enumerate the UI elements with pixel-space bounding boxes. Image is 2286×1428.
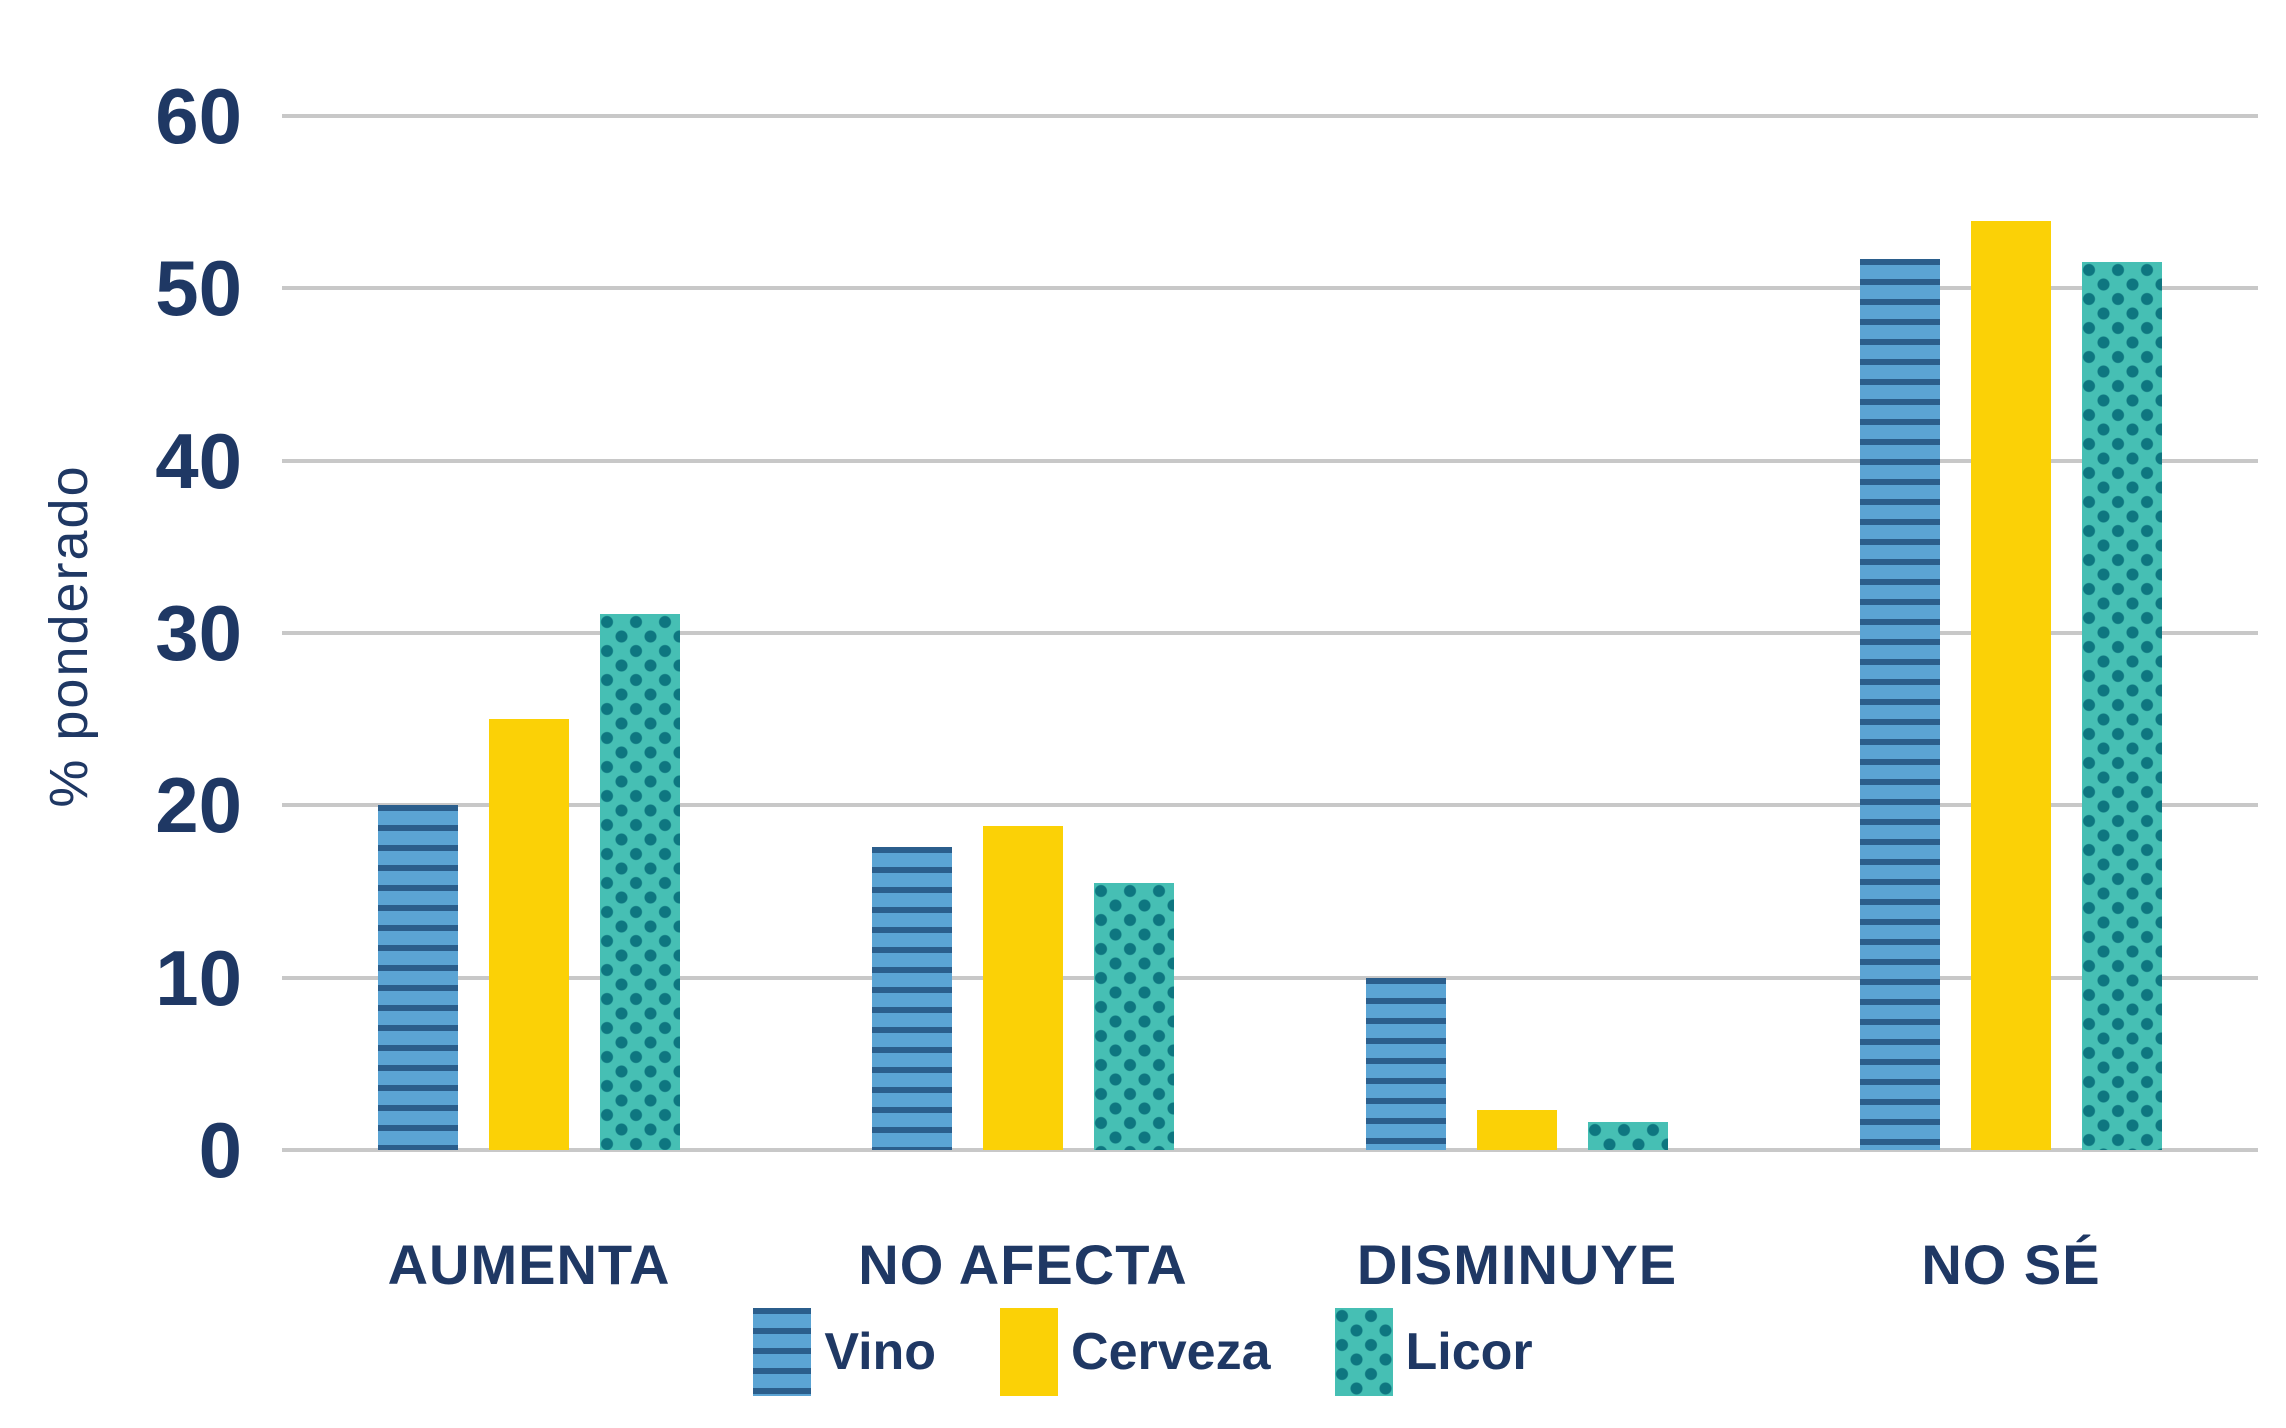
- legend-label-licor: Licor: [1405, 1323, 1533, 1381]
- x-label-noafecta: NO AFECTA: [858, 1233, 1188, 1296]
- y-tick-20: 20: [155, 761, 242, 850]
- bar-vino-nose: [1860, 259, 1940, 1150]
- legend-item-licor: Licor: [1334, 1308, 1533, 1396]
- legend-swatch-cerveza-icon: [1000, 1308, 1059, 1396]
- bar-licor-aumenta: [600, 614, 680, 1150]
- y-tick-50: 50: [155, 244, 242, 333]
- legend-swatch-licor-icon: [1334, 1308, 1393, 1396]
- bar-licor-noafecta: [1094, 882, 1174, 1150]
- x-label-nose: NO SÉ: [1921, 1233, 2101, 1296]
- gridline-20: [282, 803, 2258, 808]
- legend-swatch-vino-icon: [753, 1308, 812, 1396]
- gridline-50: [282, 286, 2258, 291]
- legend-label-vino: Vino: [824, 1323, 937, 1381]
- gridline-0: [282, 1148, 2258, 1152]
- bar-vino-noafecta: [872, 846, 952, 1150]
- x-label-disminuye: DISMINUYE: [1356, 1233, 1678, 1296]
- bar-vino-aumenta: [378, 805, 458, 1150]
- gridline-10: [282, 975, 2258, 980]
- bar-licor-nose: [2082, 262, 2162, 1150]
- bar-cerveza-aumenta: [489, 719, 569, 1150]
- y-tick-60: 60: [155, 72, 242, 160]
- gridline-60: [282, 114, 2258, 118]
- bar-vino-disminuye: [1366, 977, 1446, 1150]
- gridline-30: [282, 631, 2258, 635]
- y-tick-10: 10: [155, 933, 242, 1022]
- legend-item-vino: Vino: [753, 1308, 936, 1396]
- bar-cerveza-noafecta: [983, 826, 1063, 1150]
- legend-label-cerveza: Cerveza: [1071, 1323, 1271, 1381]
- legend-item-cerveza: Cerveza: [1000, 1308, 1271, 1396]
- bar-cerveza-disminuye: [1477, 1110, 1557, 1150]
- bar-licor-disminuye: [1588, 1122, 1668, 1150]
- y-tick-0: 0: [198, 1106, 242, 1194]
- x-label-aumenta: AUMENTA: [387, 1233, 671, 1296]
- legend: Vino Cerveza Licor: [0, 1308, 2286, 1396]
- gridline-40: [282, 458, 2258, 463]
- y-tick-30: 30: [155, 589, 242, 677]
- bar-cerveza-nose: [1971, 221, 2051, 1150]
- y-tick-40: 40: [155, 416, 242, 505]
